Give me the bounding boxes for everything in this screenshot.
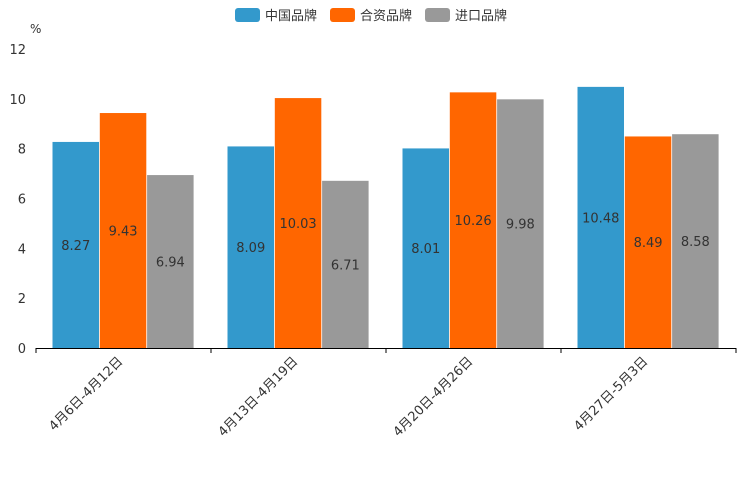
y-axis-label: % — [30, 22, 41, 36]
bar-value-label: 8.58 — [681, 235, 710, 250]
y-tick-label: 2 — [18, 292, 26, 307]
x-axis: 4月6日-4月12日 4月13日-4月19日 4月20日-4月26日 4月27日-5月… — [35, 348, 737, 440]
bar-2-1 — [99, 113, 147, 349]
legend-item[interactable]: 合资品牌 — [330, 8, 412, 24]
bar-value-label: 10.03 — [279, 217, 316, 232]
legend-item[interactable]: 进口品牌 — [425, 8, 507, 24]
x-tick-label: 4月27日-5月3日 — [571, 354, 651, 434]
bar-2-3 — [449, 92, 497, 348]
bar-value-label: 9.98 — [506, 218, 535, 233]
y-tick-label: 0 — [18, 342, 26, 357]
bar-1-1 — [52, 141, 99, 348]
legend-label: 合资品牌 — [360, 8, 412, 24]
bar-value-label: 10.48 — [582, 211, 619, 226]
y-tick-label: 4 — [18, 242, 26, 257]
x-tick-label: 4月13日-4月19日 — [216, 354, 302, 440]
bar-value-label: 8.09 — [236, 241, 265, 256]
bar-value-label: 8.27 — [61, 239, 90, 254]
bar-value-label: 6.94 — [156, 256, 185, 271]
x-tick-label: 4月20日-4月26日 — [391, 354, 477, 440]
bar-2-4 — [624, 136, 672, 348]
bar-3-4 — [672, 134, 719, 348]
legend-swatch — [235, 8, 260, 22]
y-tick-label: 12 — [9, 43, 26, 58]
legend-swatch — [425, 8, 450, 22]
y-axis: 0 2 4 6 8 10 12 — [9, 43, 26, 357]
legend-item[interactable]: 中国品牌 — [235, 8, 317, 24]
bar-2-2 — [274, 98, 322, 348]
y-tick-label: 8 — [18, 143, 26, 158]
bar-value-label: 6.71 — [331, 258, 360, 273]
bar-1-2 — [227, 146, 274, 348]
bar-value-label: 9.43 — [109, 225, 138, 240]
bar-value-label: 8.01 — [411, 242, 440, 257]
bar-1-4 — [577, 86, 624, 348]
bar-value-labels: 8.27 9.43 6.94 8.09 10.03 6.71 8.01 10.26 9.98 10… — [61, 211, 710, 273]
legend-swatch — [330, 8, 355, 22]
bars — [52, 86, 719, 349]
bar-1-3 — [402, 148, 449, 348]
legend-label: 进口品牌 — [455, 8, 507, 24]
legend: 中国品牌 合资品牌 进口品牌 — [235, 8, 507, 24]
bar-value-label: 8.49 — [634, 236, 663, 251]
x-tick-label: 4月6日-4月12日 — [46, 354, 126, 434]
bar-value-label: 10.26 — [454, 214, 491, 229]
bar-3-1 — [147, 175, 194, 348]
legend-label: 中国品牌 — [265, 8, 317, 24]
y-tick-label: 10 — [9, 93, 26, 108]
bar-3-3 — [497, 99, 544, 348]
bar-3-2 — [322, 180, 369, 348]
y-tick-label: 6 — [18, 193, 26, 208]
